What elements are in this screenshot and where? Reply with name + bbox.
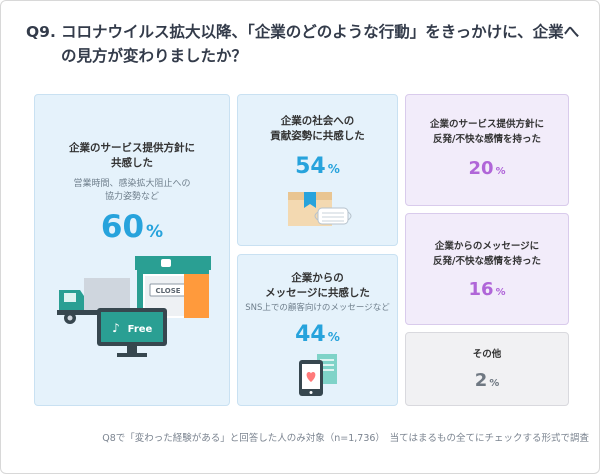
result-card-message-backlash: 企業からのメッセージに 反発/不快な感情を持った 16%: [405, 213, 569, 325]
percentage-unit: %: [495, 166, 506, 177]
percentage-value: 16%: [406, 281, 568, 299]
card-title-line: メッセージに共感した: [265, 287, 370, 299]
card-subtitle-line: 協力姿勢など: [104, 192, 159, 202]
question-text-line2: の見方が変わりましたか？: [61, 47, 248, 65]
free-service-monitor-icon: ♪ Free: [97, 308, 167, 357]
closed-store-icon: CLOSE: [135, 256, 211, 318]
mask-donation-box-icon: [287, 192, 351, 226]
question-title: Q9. コロナウイルス拡大以降、「企業のどのような行動」をきっかけに、企業へ の見…: [26, 20, 586, 68]
percentage-number: 44: [295, 322, 326, 347]
card-title-line: 貢献姿勢に共感した: [270, 130, 365, 142]
percentage-value: 2%: [406, 372, 568, 390]
percentage-number: 20: [468, 158, 494, 179]
card-title-line: 共感した: [111, 157, 153, 169]
result-card-message-sympathy: 企業からの メッセージに共感した SNS上での顧客向けのメッセージなど 44%: [237, 254, 398, 406]
percentage-unit: %: [495, 287, 506, 298]
card-title-line: 企業の社会への: [280, 115, 355, 127]
card-title-line: 企業からの: [291, 272, 344, 284]
question-number: Q9.: [26, 23, 56, 41]
card-subtitle-line: 営業時間、感染拡大阻止への: [73, 179, 191, 189]
free-label-text: Free: [128, 324, 153, 335]
percentage-value: 44%: [238, 324, 397, 346]
percentage-unit: %: [489, 378, 500, 389]
card-subtitle-line: SNS上での顧客向けのメッセージなど: [245, 303, 390, 313]
result-card-social-contribution: 企業の社会への 貢献姿勢に共感した 54%: [237, 94, 398, 246]
card-title-line: 反発/不快な感情を持った: [433, 134, 541, 145]
card-title-line: 企業からのメッセージに: [434, 241, 540, 252]
percentage-number: 60: [100, 209, 145, 245]
svg-text:♪: ♪: [112, 321, 120, 335]
card-title-line: 反発/不快な感情を持った: [433, 256, 541, 267]
result-card-other: その他 2%: [405, 332, 569, 406]
percentage-number: 16: [468, 279, 494, 300]
percentage-value: 54%: [238, 156, 397, 178]
percentage-unit: %: [327, 162, 340, 176]
percentage-unit: %: [146, 222, 164, 242]
percentage-value: 20%: [406, 160, 568, 178]
question-text-line1: コロナウイルス拡大以降、「企業のどのような行動」をきっかけに、企業へ: [61, 23, 580, 41]
result-card-service-policy-backlash: 企業のサービス提供方針に 反発/不快な感情を持った 20%: [405, 94, 569, 206]
card-title-line: 企業のサービス提供方針に: [69, 142, 195, 154]
survey-footnote: Q8で「変わった経験がある」と回答した人のみ対象（n=1,736） 当てはまるも…: [102, 433, 589, 444]
percentage-value: 60%: [35, 212, 229, 243]
business-illustration: CLOSE ♪ Free: [57, 256, 211, 357]
percentage-number: 54: [295, 154, 326, 179]
closed-sign-text: CLOSE: [155, 287, 180, 295]
smartphone-message-icon: [298, 354, 337, 396]
card-title-line: その他: [472, 349, 502, 360]
card-title-line: 企業のサービス提供方針に: [429, 119, 544, 130]
percentage-unit: %: [327, 330, 340, 344]
percentage-number: 2: [474, 370, 488, 391]
